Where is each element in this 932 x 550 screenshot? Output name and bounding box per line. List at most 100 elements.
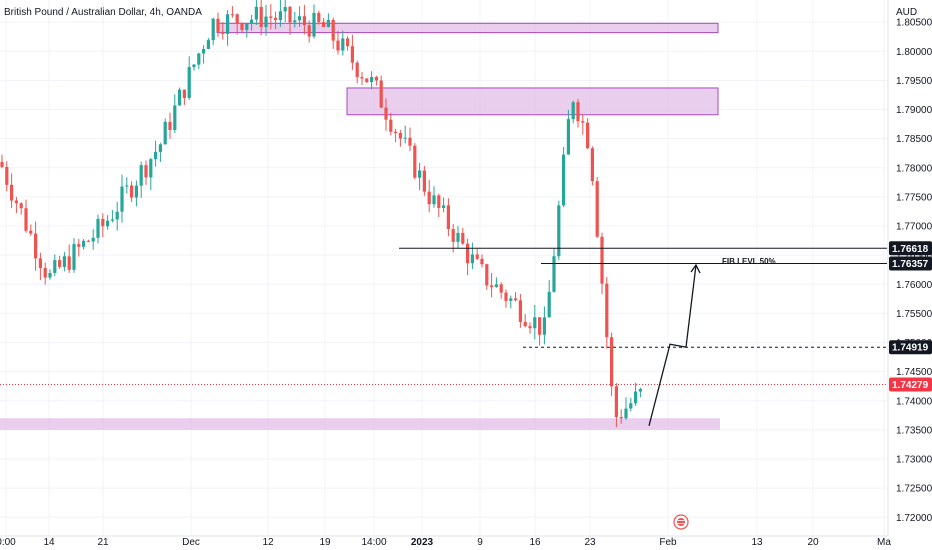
candle-body [250,19,254,24]
candle-body [562,154,566,206]
candle-body [322,22,326,27]
candle-body [24,208,28,231]
candle-body [187,67,191,99]
candle-body [96,218,100,238]
candle-body [494,284,498,288]
candle-body [408,137,412,146]
candle-body [274,17,278,21]
price-tag [889,340,932,355]
y-tick-label: 1.74000 [896,396,932,407]
candle-body [533,317,537,329]
candle-body [427,191,431,205]
candle-body [490,285,494,288]
candle-body [158,144,162,152]
candle-body [48,272,52,278]
x-tick-label: Ma [877,537,891,548]
time-axis[interactable]: 0:00 14 21 Dec 12 19 14:00 2023 9 16 23 Feb 13 20 Ma [0,535,891,548]
candle-body [470,254,474,264]
candle-body [259,6,263,27]
candle-body [326,19,330,27]
candle-body [163,121,167,145]
candle-body [485,264,489,286]
candle-body [58,260,62,267]
price-tag [889,256,932,271]
zone-box [346,87,719,116]
candle-body [115,211,119,220]
candle-body [403,137,407,139]
y-tick-label: 1.78000 [896,163,932,174]
candle-body [206,40,210,49]
candle-body [461,232,465,244]
candle-body [307,25,311,37]
x-tick-label: 2023 [411,537,434,548]
candle-body [125,185,129,187]
candle-body [139,165,143,186]
candle-body [581,121,585,123]
candle-body [202,48,206,54]
candle-body [29,230,33,234]
candle-body [384,107,388,120]
candle-body [389,119,393,132]
candle-body [317,12,321,23]
candle-body [418,170,422,178]
candle-body [552,256,556,292]
candle-body [614,386,618,418]
x-tick-label: 12 [262,537,274,548]
x-tick-label: 19 [319,537,331,548]
projection-arrowhead [690,263,701,274]
candle-body [110,219,114,221]
y-tick-label: 1.78500 [896,134,932,145]
candle-body [566,119,570,155]
candle-body [499,284,503,293]
candle-body [341,38,345,51]
candle-body [629,403,633,409]
candle-body [504,292,508,301]
price-tag-label: 1.74919 [892,343,929,354]
price-tag-label: 1.76357 [892,259,929,270]
candle-body [154,151,158,160]
candle-body [605,283,609,338]
candle-body [398,132,402,139]
candle-body [235,14,239,24]
candle-body [571,102,575,120]
candle-body [600,236,604,284]
candle-body [370,77,374,83]
candle-body [10,184,14,201]
candle-body [230,14,234,16]
candle-body [77,244,81,247]
candle-body [514,298,518,301]
candle-body [523,321,527,327]
candle-body [355,62,359,78]
candle-body [350,46,354,63]
candle-body [298,16,302,21]
candle-body [19,203,23,209]
candle-body [442,205,446,208]
candle-body [422,170,426,192]
candle-body [312,12,316,37]
chart-grid [0,0,887,536]
y-tick-label: 1.79000 [896,105,932,116]
candle-body [264,16,268,27]
price-axis[interactable]: 1.80500 1.80000 1.79500 1.79000 1.78500 1.780… [887,0,932,536]
candle-body [466,243,470,264]
candle-body [365,78,369,83]
candle-body [283,6,287,12]
candle-body [254,6,258,20]
candle-body [197,53,201,65]
candle-body [576,102,580,122]
x-tick-label: Dec [182,537,200,548]
candle-body [43,267,47,278]
candle-body [14,200,18,204]
y-tick-label: 1.76500 [896,251,932,262]
y-tick-label: 1.73500 [896,425,932,436]
candle-body [446,205,450,230]
y-tick-label: 1.72000 [896,513,932,524]
candle-body [0,161,4,167]
candle-body [226,14,230,34]
candle-body [432,195,436,205]
x-tick-label: 13 [751,537,763,548]
candle-body [331,19,335,41]
price-tag-label: 1.74279 [892,380,929,391]
candlestick-series [0,0,642,428]
